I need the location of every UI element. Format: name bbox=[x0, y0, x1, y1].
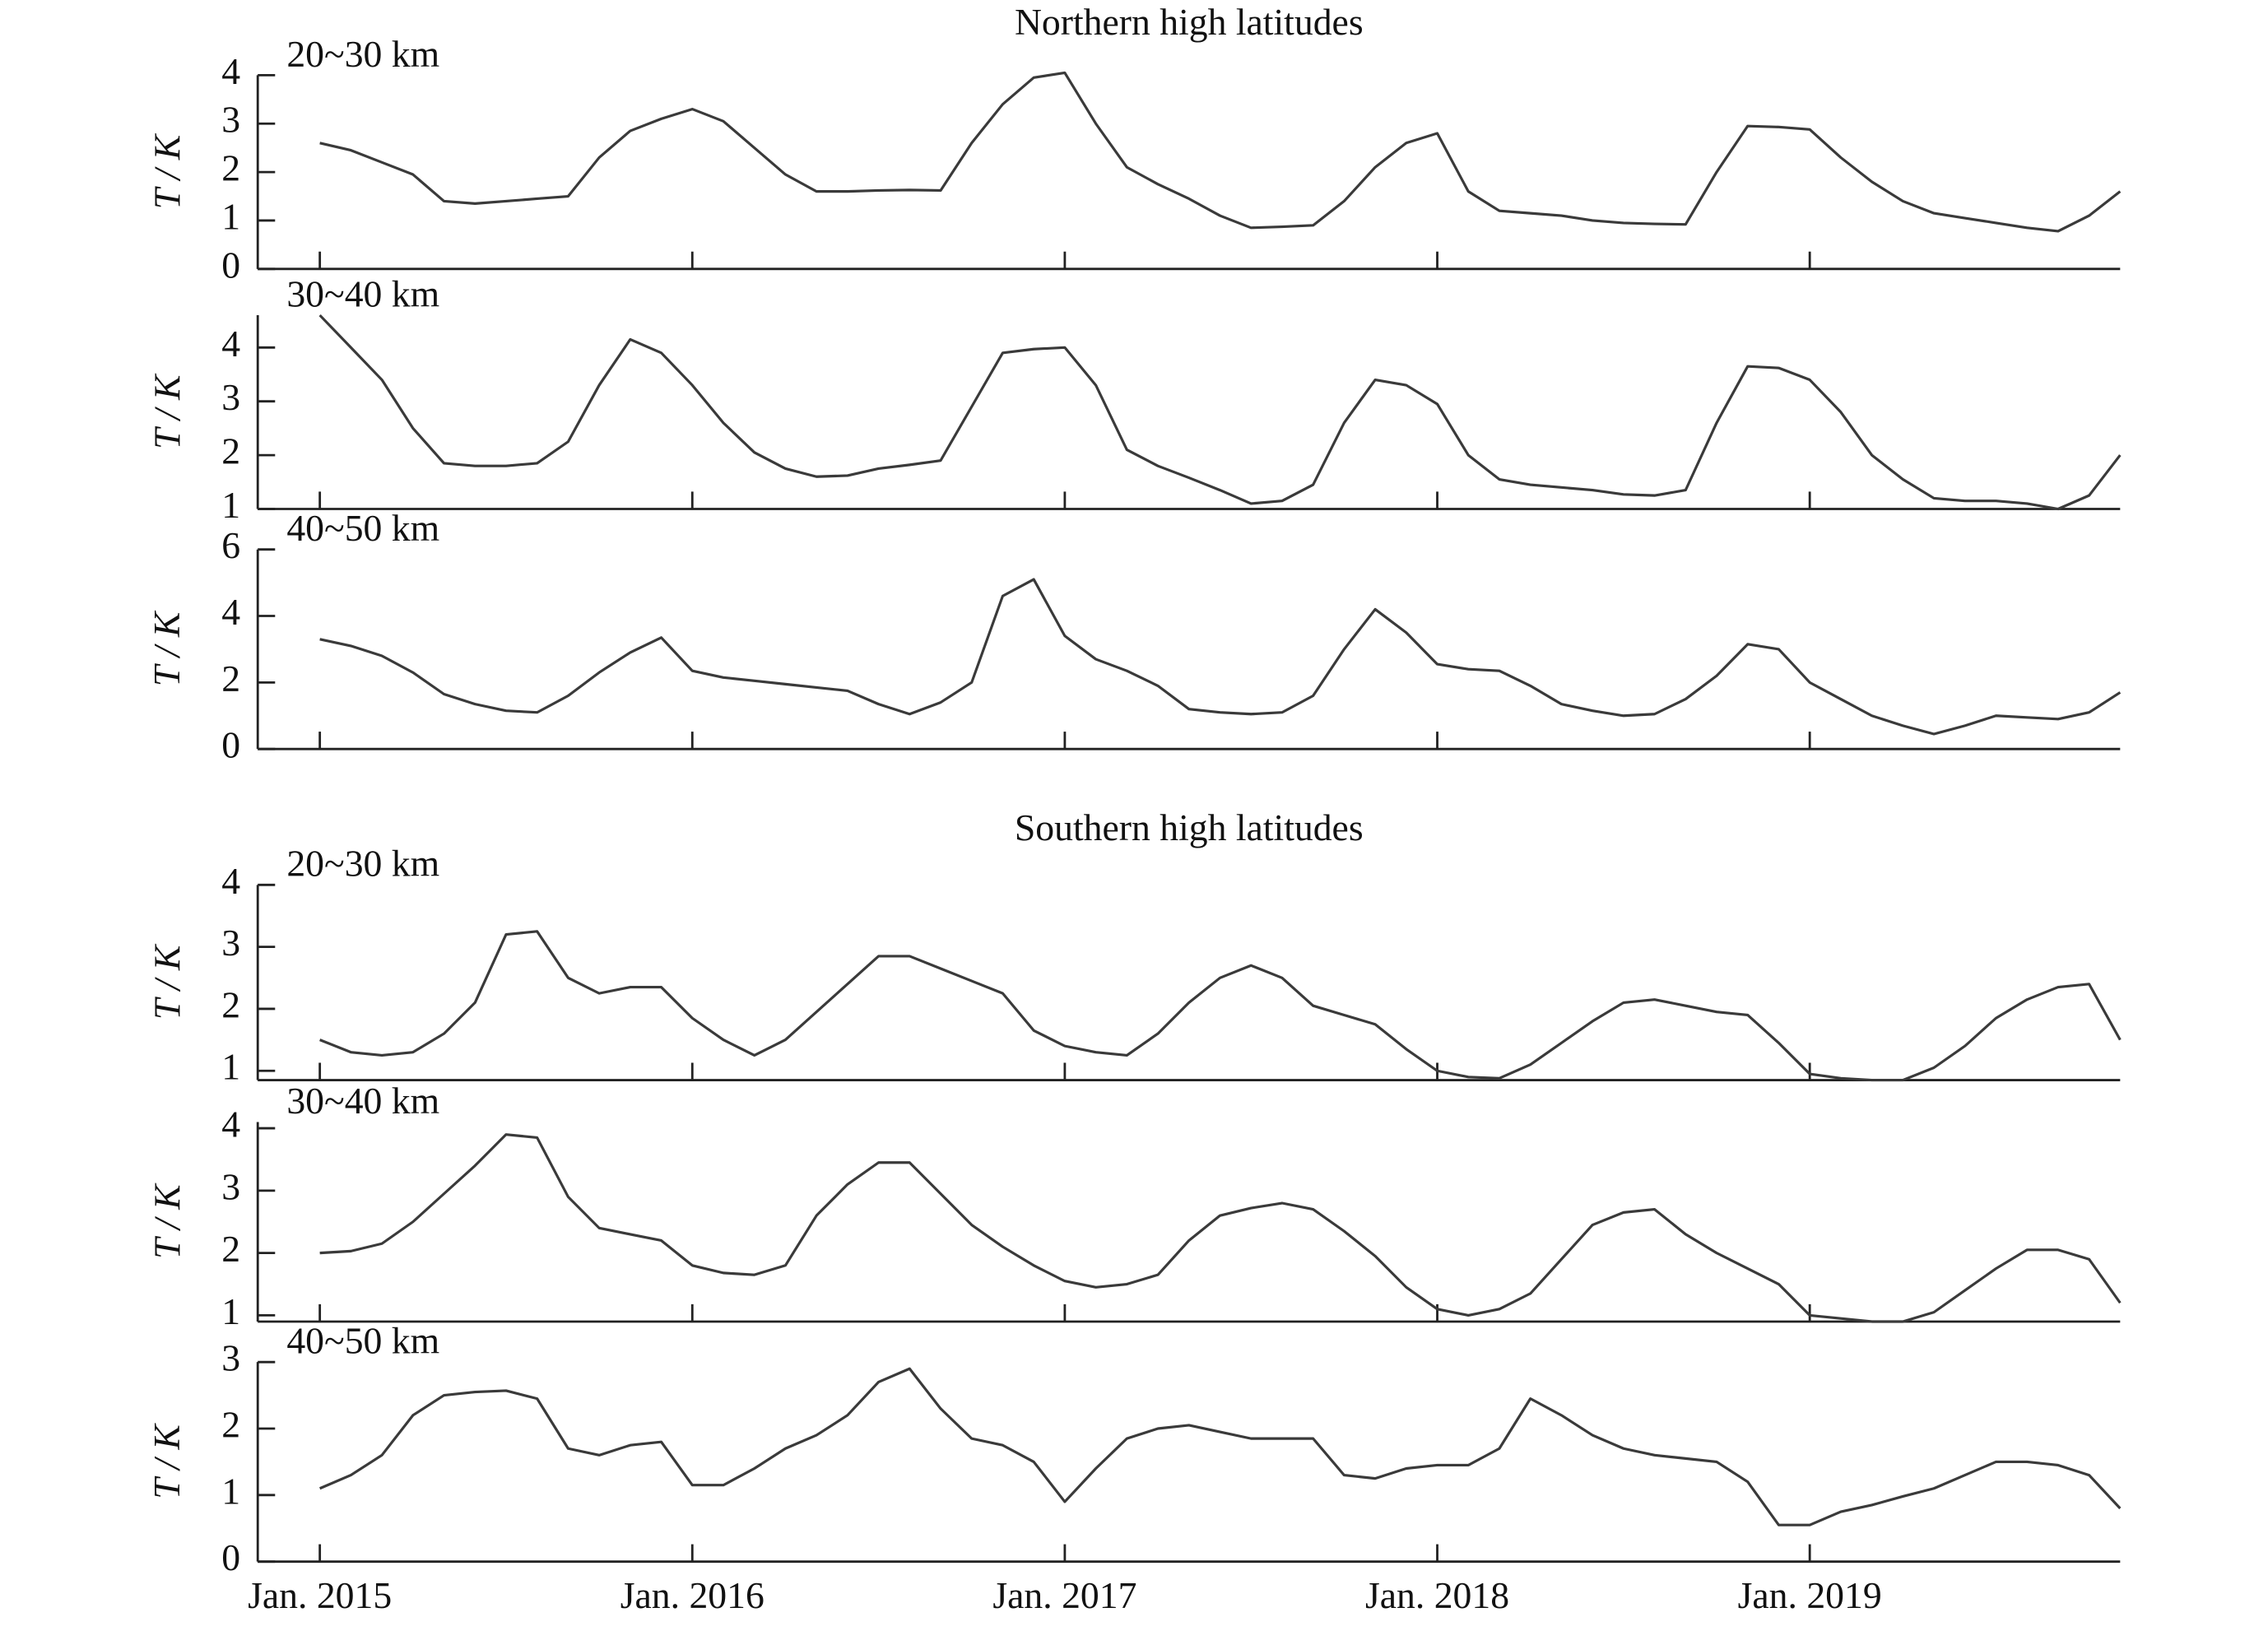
y-tick-label: 1 bbox=[221, 484, 240, 526]
y-tick-label: 1 bbox=[221, 1046, 240, 1088]
group-title: Southern high latitudes bbox=[1015, 806, 1364, 848]
y-tick-label: 4 bbox=[221, 50, 240, 92]
y-tick-label: 2 bbox=[221, 658, 240, 699]
y-tick-label: 1 bbox=[221, 195, 240, 237]
y-tick-label: 4 bbox=[221, 860, 240, 902]
data-line bbox=[319, 1133, 2122, 1323]
data-line bbox=[319, 71, 2122, 233]
panel-label: 20~30 km bbox=[286, 33, 439, 75]
y-tick-label: 2 bbox=[221, 1228, 240, 1270]
y-axis-label: T / K bbox=[146, 1183, 188, 1259]
y-tick-label: 3 bbox=[221, 99, 240, 141]
panel-label: 40~50 km bbox=[286, 507, 439, 549]
data-line bbox=[319, 1367, 2122, 1526]
y-tick-label: 2 bbox=[221, 1403, 240, 1445]
y-axis-label: T / K bbox=[146, 610, 188, 686]
y-tick-label: 0 bbox=[221, 724, 240, 766]
y-tick-label: 1 bbox=[221, 1290, 240, 1332]
panel-label: 30~40 km bbox=[286, 272, 439, 314]
y-tick-label: 0 bbox=[221, 244, 240, 286]
y-axis-label: T / K bbox=[146, 1423, 188, 1499]
x-tick-label: Jan. 2017 bbox=[992, 1574, 1136, 1616]
y-tick-label: 3 bbox=[221, 376, 240, 418]
y-axis-label: T / K bbox=[146, 132, 188, 209]
data-line bbox=[319, 578, 2122, 736]
y-tick-label: 2 bbox=[221, 147, 240, 189]
y-tick-label: 4 bbox=[221, 1104, 240, 1145]
y-tick-label: 3 bbox=[221, 1165, 240, 1207]
y-tick-label: 4 bbox=[221, 323, 240, 365]
y-tick-label: 2 bbox=[221, 430, 240, 472]
y-axis-label: T / K bbox=[146, 373, 188, 449]
y-tick-label: 2 bbox=[221, 983, 240, 1025]
y-tick-label: 3 bbox=[221, 922, 240, 964]
data-line bbox=[318, 314, 2122, 511]
y-tick-label: 6 bbox=[221, 524, 240, 566]
panel-label: 40~50 km bbox=[286, 1320, 439, 1362]
y-tick-label: 4 bbox=[221, 591, 240, 633]
x-tick-label: Jan. 2018 bbox=[1365, 1574, 1509, 1616]
y-tick-label: 1 bbox=[221, 1470, 240, 1512]
x-tick-label: Jan. 2015 bbox=[248, 1574, 392, 1616]
group-title: Northern high latitudes bbox=[1015, 1, 1364, 43]
panel-label: 30~40 km bbox=[286, 1080, 439, 1122]
y-tick-label: 3 bbox=[221, 1337, 240, 1379]
y-axis-label: T / K bbox=[146, 943, 188, 1020]
x-tick-label: Jan. 2019 bbox=[1738, 1574, 1882, 1616]
panel-label: 20~30 km bbox=[286, 843, 439, 885]
data-line bbox=[319, 930, 2122, 1082]
x-tick-label: Jan. 2016 bbox=[620, 1574, 765, 1616]
y-tick-label: 0 bbox=[221, 1536, 240, 1578]
